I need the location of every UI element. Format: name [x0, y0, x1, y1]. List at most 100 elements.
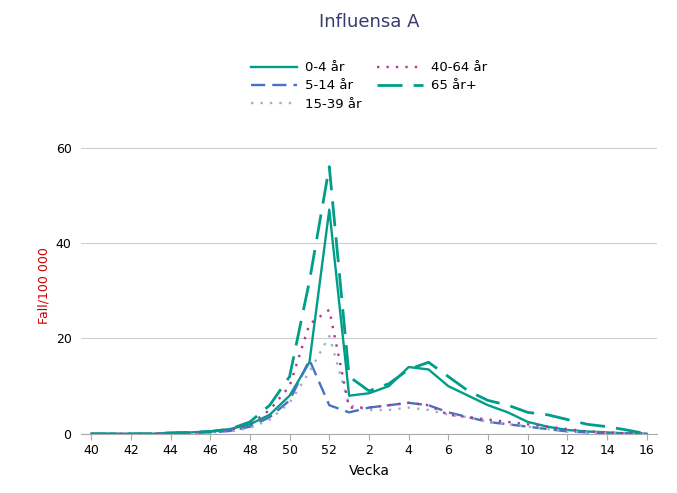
0-4 år: [265, 412, 274, 418]
15-39 år: [265, 417, 274, 423]
0-4 år: [523, 419, 531, 425]
40-64 år: [523, 422, 531, 427]
0-4 år: [246, 422, 254, 427]
5-14 år: [583, 429, 591, 435]
5-14 år: [405, 400, 413, 406]
5-14 år: [642, 431, 651, 437]
Line: 65 år+: 65 år+: [91, 167, 647, 434]
15-39 år: [583, 429, 591, 435]
5-14 år: [365, 405, 373, 411]
Line: 40-64 år: 40-64 år: [91, 310, 647, 434]
0-4 år: [623, 430, 631, 436]
15-39 år: [405, 405, 413, 411]
65 år+: [87, 431, 95, 437]
15-39 år: [642, 431, 651, 437]
5-14 år: [246, 423, 254, 429]
65 år+: [523, 409, 531, 415]
15-39 år: [365, 407, 373, 413]
65 år+: [504, 402, 512, 408]
15-39 år: [544, 426, 552, 432]
5-14 år: [325, 402, 333, 408]
15-39 år: [345, 402, 353, 408]
65 år+: [444, 374, 452, 380]
15-39 år: [484, 419, 492, 425]
40-64 år: [444, 412, 452, 418]
5-14 år: [464, 414, 473, 420]
5-14 år: [563, 428, 571, 434]
40-64 år: [424, 402, 433, 408]
5-14 år: [523, 423, 531, 429]
5-14 år: [484, 419, 492, 425]
0-4 år: [405, 364, 413, 370]
5-14 år: [127, 431, 135, 437]
65 år+: [365, 388, 373, 394]
15-39 år: [87, 431, 95, 437]
5-14 år: [424, 402, 433, 408]
0-4 år: [365, 390, 373, 396]
0-4 år: [642, 431, 651, 437]
65 år+: [484, 397, 492, 403]
40-64 år: [642, 431, 651, 437]
40-64 år: [484, 417, 492, 423]
5-14 år: [265, 414, 274, 420]
0-4 år: [563, 427, 571, 433]
0-4 år: [127, 431, 135, 437]
15-39 år: [226, 428, 234, 434]
5-14 år: [186, 430, 194, 436]
0-4 år: [464, 393, 473, 399]
15-39 år: [127, 431, 135, 437]
65 år+: [206, 428, 215, 434]
40-64 år: [226, 427, 234, 433]
65 år+: [265, 402, 274, 408]
65 år+: [305, 278, 313, 284]
Legend: 0-4 år, 5-14 år, 15-39 år, 40-64 år, 65 år+: 0-4 år, 5-14 år, 15-39 år, 40-64 år, 65 …: [245, 56, 493, 116]
65 år+: [424, 359, 433, 365]
5-14 år: [167, 430, 175, 436]
65 år+: [325, 164, 333, 170]
40-64 år: [107, 431, 115, 437]
0-4 år: [226, 426, 234, 432]
0-4 år: [385, 383, 393, 389]
40-64 år: [186, 429, 194, 435]
65 år+: [464, 388, 473, 394]
5-14 år: [206, 429, 215, 435]
Line: 0-4 år: 0-4 år: [91, 210, 647, 434]
0-4 år: [167, 430, 175, 436]
0-4 år: [603, 429, 611, 435]
40-64 år: [265, 407, 274, 413]
65 år+: [603, 423, 611, 429]
5-14 år: [305, 357, 313, 363]
5-14 år: [345, 409, 353, 415]
65 år+: [642, 431, 651, 437]
40-64 år: [464, 414, 473, 420]
5-14 år: [87, 431, 95, 437]
40-64 år: [167, 430, 175, 436]
0-4 år: [583, 428, 591, 434]
65 år+: [246, 419, 254, 425]
5-14 år: [623, 430, 631, 436]
5-14 år: [504, 422, 512, 427]
65 år+: [563, 417, 571, 423]
15-39 år: [147, 431, 155, 437]
Title: Influensa A: Influensa A: [319, 13, 419, 31]
15-39 år: [325, 333, 333, 339]
5-14 år: [147, 431, 155, 437]
40-64 år: [603, 429, 611, 435]
5-14 år: [544, 426, 552, 432]
40-64 år: [87, 431, 95, 437]
15-39 år: [286, 400, 294, 406]
0-4 år: [87, 431, 95, 437]
15-39 år: [305, 369, 313, 375]
0-4 år: [444, 383, 452, 389]
0-4 år: [345, 393, 353, 399]
40-64 år: [325, 307, 333, 313]
0-4 år: [484, 402, 492, 408]
0-4 år: [186, 429, 194, 435]
0-4 år: [305, 359, 313, 365]
15-39 år: [603, 430, 611, 436]
5-14 år: [107, 431, 115, 437]
40-64 år: [504, 419, 512, 425]
40-64 år: [544, 423, 552, 429]
15-39 år: [563, 428, 571, 434]
40-64 år: [147, 431, 155, 437]
